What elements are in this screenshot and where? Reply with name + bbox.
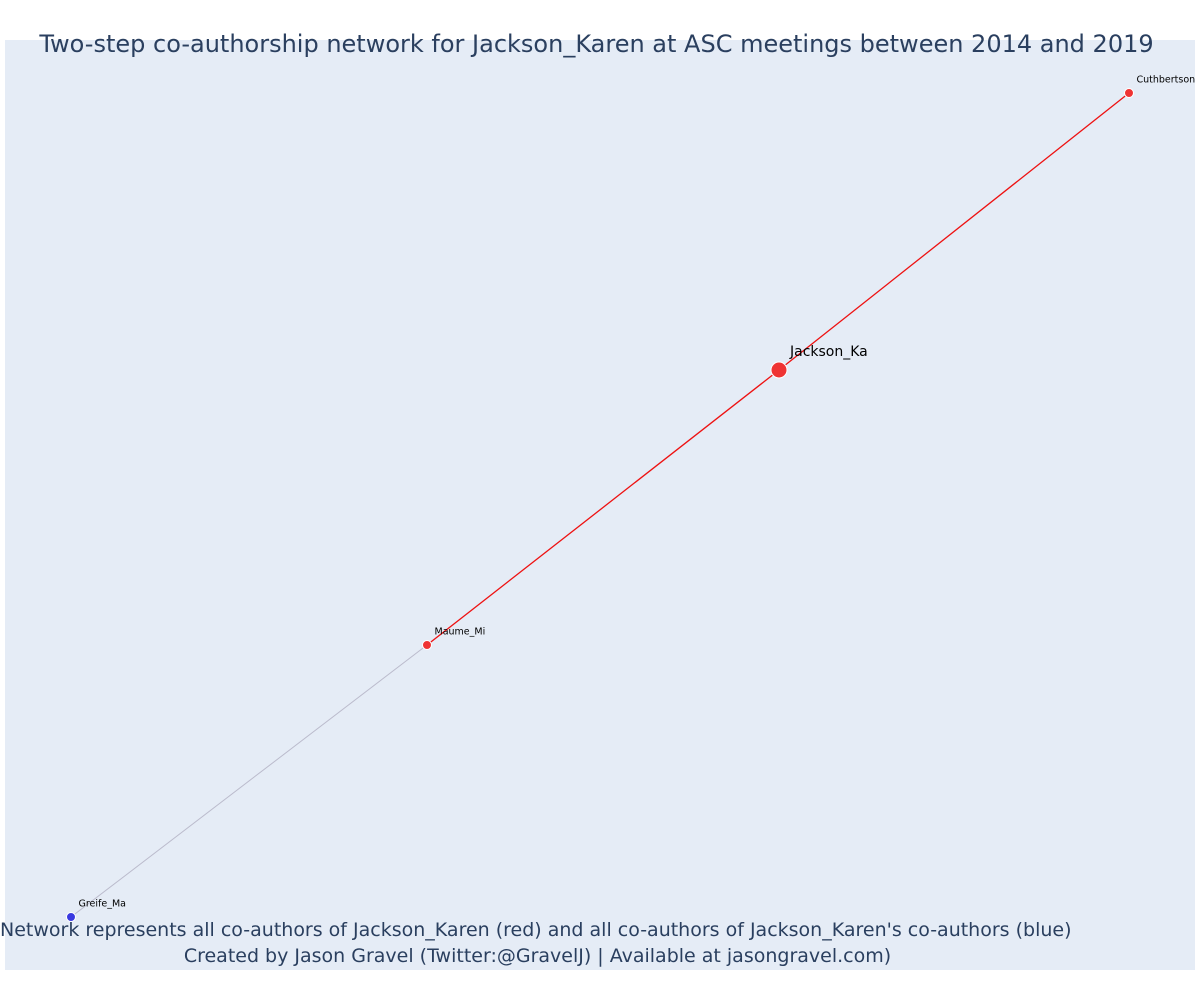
plot-background [5,40,1195,970]
node-maume-mi[interactable] [422,640,432,650]
footer-credit: Created by Jason Gravel (Twitter:@Gravel… [183,945,892,967]
nodes-layer [66,88,1134,922]
edge-jackson-ka-maume-mi [426,369,780,646]
edge-maume-mi-greife-ma [70,644,428,918]
node-label-maume-mi: Maume_Mi [435,627,486,638]
edges-layer [70,92,1130,918]
node-label-greife-ma: Greife_Ma [79,899,127,910]
node-greife-ma[interactable] [66,912,76,922]
chart-title: Two-step co-authorship network for Jacks… [39,30,1154,58]
edge-jackson-ka-cuthbertson [778,92,1130,371]
footer-description: Network represents all co-authors of Jac… [0,919,1072,941]
node-jackson-ka[interactable] [770,361,788,379]
node-cuthbertson[interactable] [1124,88,1134,98]
labels-layer: Cuthbertson Jackson_Ka Maume_Mi Greife_Ma [79,75,1196,910]
node-label-jackson-ka: Jackson_Ka [789,344,868,360]
node-label-cuthbertson: Cuthbertson [1137,75,1196,86]
